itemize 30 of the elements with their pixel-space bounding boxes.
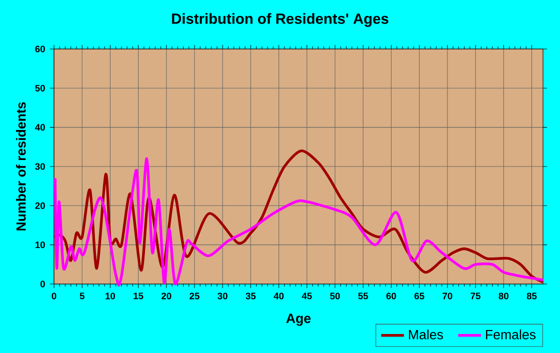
legend-label: Males	[409, 330, 444, 340]
x-tick-label: 45	[302, 292, 312, 300]
y-tick-label: 10	[36, 242, 45, 248]
y-tick-label: 0	[40, 280, 45, 288]
x-tick-label: 80	[498, 292, 508, 300]
y-tick-label: 50	[35, 84, 45, 92]
x-tick-label: 65	[414, 292, 424, 300]
x-tick-label: 75	[470, 292, 480, 300]
x-tick-label: 10	[106, 292, 116, 300]
x-tick-label: 40	[274, 292, 284, 300]
x-tick-label: 30	[218, 292, 228, 300]
x-tick-label: 55	[358, 292, 368, 300]
y-axis-title: Number of residents	[16, 102, 26, 230]
legend-label: Females	[486, 330, 536, 340]
y-tick-label: 40	[35, 124, 45, 131]
x-tick-label: 0	[52, 292, 56, 300]
x-tick-label: 25	[190, 292, 200, 300]
x-tick-label: 15	[134, 292, 144, 300]
x-tick-label: 35	[246, 292, 256, 300]
x-axis-title: Age	[286, 314, 311, 326]
x-tick-label: 70	[442, 292, 452, 300]
x-tick-label: 20	[162, 292, 172, 300]
y-tick-label: 60	[35, 46, 45, 52]
x-tick-label: 5	[80, 292, 84, 300]
y-tick-label: 30	[35, 163, 45, 170]
y-tick-label: 20	[35, 202, 45, 209]
chart-title: Distribution of Residents' Ages	[172, 13, 388, 27]
x-tick-label: 60	[386, 292, 396, 300]
x-tick-label: 50	[330, 292, 340, 300]
x-tick-label: 85	[526, 292, 537, 300]
